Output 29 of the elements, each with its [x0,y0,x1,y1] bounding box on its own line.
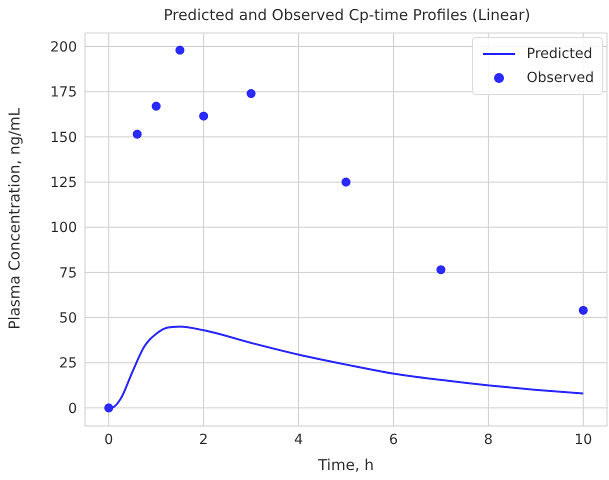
legend-label: Predicted [526,46,592,62]
y-axis-title: Plasma Concentration, ng/mL [5,107,24,330]
x-axis-title: Time, h [317,456,374,474]
x-tick-label: 8 [484,432,493,448]
x-tick-label: 0 [104,432,114,448]
point [132,130,142,139]
x-tick-label: 10 [574,432,592,448]
y-tick-label: 125 [50,175,77,192]
y-tick-label: 100 [50,220,77,236]
y-tick-label: 25 [59,356,77,372]
point [152,102,161,111]
point [578,306,588,315]
x-tick-label: 4 [294,432,304,448]
point [175,46,184,55]
y-tick-label: 200 [50,40,77,56]
y-tick-label: 0 [68,400,77,417]
y-tick-label: 175 [50,84,77,101]
y-tick-label: 75 [59,265,77,282]
legend-label: Observed [526,70,594,86]
x-tick-label: 6 [388,432,398,448]
y-tick-label: 50 [59,310,77,327]
chart-title: Predicted and Observed Cp-time Profiles (Linear) [162,6,532,24]
point [436,265,446,274]
point [341,178,351,187]
y-tick-label: 150 [50,130,77,146]
point [199,112,208,121]
x-tick-label: 2 [199,432,208,448]
point [104,403,114,412]
point [246,89,256,98]
